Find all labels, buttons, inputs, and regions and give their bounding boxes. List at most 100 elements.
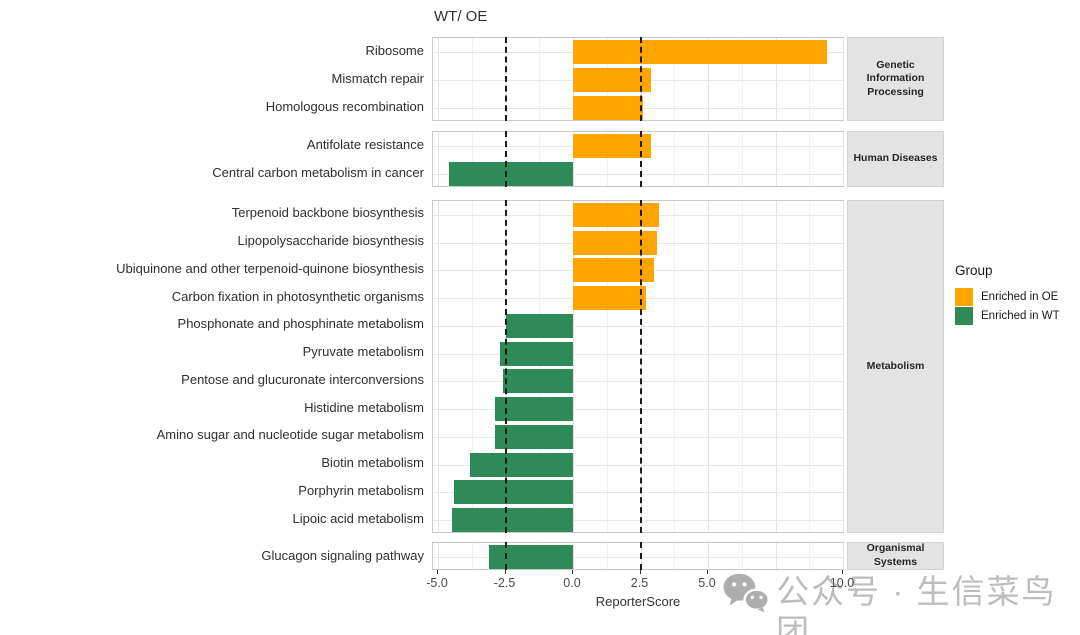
bar-oe	[573, 96, 644, 120]
category-label: Amino sugar and nucleotide sugar metabol…	[156, 427, 424, 443]
facet-strip-label: Metabolism	[866, 359, 925, 372]
x-axis-tick	[842, 570, 843, 574]
legend-label-oe: Enriched in OE	[981, 290, 1059, 303]
x-axis-title: ReporterScore	[595, 594, 681, 609]
category-label: Terpenoid backbone biosynthesis	[231, 205, 424, 221]
bar-oe	[573, 202, 660, 227]
category-label: Mismatch repair	[331, 70, 424, 86]
bar-wt	[502, 369, 573, 394]
gridline-minor	[606, 201, 608, 532]
gridline-row	[433, 492, 843, 494]
dashed-reference-line	[639, 542, 642, 570]
x-axis-tick-label: -5.0	[426, 576, 448, 590]
gridline-row	[433, 325, 843, 327]
facet-strip: Human Diseases	[847, 131, 944, 187]
bar-oe	[573, 258, 654, 283]
gridline-major	[438, 38, 439, 120]
gridline-minor	[674, 38, 676, 120]
gridline-minor	[471, 132, 473, 186]
category-label: Antifolate resistance	[306, 136, 424, 152]
x-axis-tick-label: 0.0	[563, 576, 581, 590]
gridline-major	[708, 543, 709, 569]
bar-oe	[573, 230, 657, 255]
category-label: Lipoic acid metabolism	[292, 510, 424, 526]
legend-label-wt: Enriched in WT	[981, 309, 1060, 322]
gridline-minor	[471, 543, 473, 569]
gridline-major	[775, 132, 777, 186]
gridline-minor	[471, 38, 473, 120]
x-axis-tick-label: 10.0	[829, 576, 855, 590]
category-label: Phosphonate and phosphinate metabolism	[177, 316, 424, 332]
gridline-minor	[809, 38, 811, 120]
bar-wt	[454, 480, 573, 505]
gridline-minor	[674, 201, 676, 532]
x-axis-tick	[437, 570, 438, 574]
category-label: Biotin metabolism	[321, 455, 424, 471]
gridline-minor	[741, 543, 743, 569]
gridline-minor	[606, 543, 608, 569]
wechat-icon	[723, 573, 770, 613]
gridline-major	[573, 132, 574, 186]
gridline-major	[573, 201, 574, 532]
bar-wt	[500, 341, 573, 366]
gridline-minor	[539, 38, 541, 120]
dashed-reference-line	[504, 131, 507, 187]
category-label: Pyruvate metabolism	[302, 344, 424, 360]
bar-wt	[451, 508, 573, 533]
category-label: Lipopolysaccharide biosynthesis	[237, 233, 424, 249]
gridline-row	[433, 557, 843, 558]
gridline-minor	[539, 201, 541, 532]
x-axis-tick	[707, 570, 708, 574]
gridline-minor	[741, 132, 743, 186]
x-axis-tick	[572, 570, 573, 574]
category-label: Porphyrin metabolism	[298, 482, 424, 498]
x-axis-tick-label: -2.5	[493, 576, 516, 590]
facet-panel	[432, 131, 844, 187]
category-label: Carbon fixation in photosynthetic organi…	[171, 288, 424, 304]
x-axis-tick-label: 2.5	[630, 576, 649, 590]
gridline-major	[775, 38, 777, 120]
gridline-major	[708, 38, 709, 120]
bar-wt	[489, 545, 573, 569]
legend-entry-oe: Enriched in OE	[955, 287, 1060, 306]
x-axis-tick-label: 5.0	[698, 576, 716, 590]
facet-panel	[432, 37, 844, 121]
bar-wt	[494, 424, 573, 449]
plot-title: WT/ OE	[434, 8, 488, 25]
dashed-reference-line	[504, 542, 507, 570]
facet-strip: Genetic Information Processing	[847, 37, 944, 121]
facet-strip-label: Organismal Systems	[866, 542, 925, 568]
category-label: Central carbon metabolism in cancer	[212, 164, 424, 180]
gridline-minor	[809, 543, 811, 569]
gridline-major	[843, 38, 844, 120]
category-label: Homologous recombination	[265, 98, 424, 114]
gridline-major	[708, 132, 709, 186]
facet-panel	[432, 200, 844, 533]
gridline-row	[433, 436, 843, 438]
gridline-major	[843, 543, 844, 569]
legend-title: Group	[955, 263, 993, 278]
category-label: Ubiquinone and other terpenoid-quinone b…	[116, 260, 424, 276]
gridline-row	[433, 520, 843, 522]
bar-oe	[573, 68, 652, 92]
gridline-minor	[809, 201, 811, 532]
x-axis-tick	[504, 570, 506, 574]
gridline-major	[573, 543, 574, 569]
gridline-major	[843, 132, 844, 186]
bar-wt	[470, 452, 573, 477]
legend-entry-wt: Enriched in WT	[955, 306, 1060, 325]
gridline-major	[438, 543, 439, 569]
facet-strip: Metabolism	[847, 200, 944, 533]
gridline-minor	[606, 132, 608, 186]
facet-panel	[432, 542, 844, 570]
watermark: 公众号 · 生信菜鸟团	[722, 572, 1080, 635]
gridline-major	[775, 543, 777, 569]
gridline-row	[433, 464, 843, 466]
gridline-row	[433, 409, 843, 411]
bar-wt	[448, 162, 573, 186]
gridline-major	[708, 201, 709, 532]
facet-strip: Organismal Systems	[847, 542, 944, 570]
category-label: Glucagon signaling pathway	[261, 547, 424, 563]
dashed-reference-line	[504, 37, 507, 121]
